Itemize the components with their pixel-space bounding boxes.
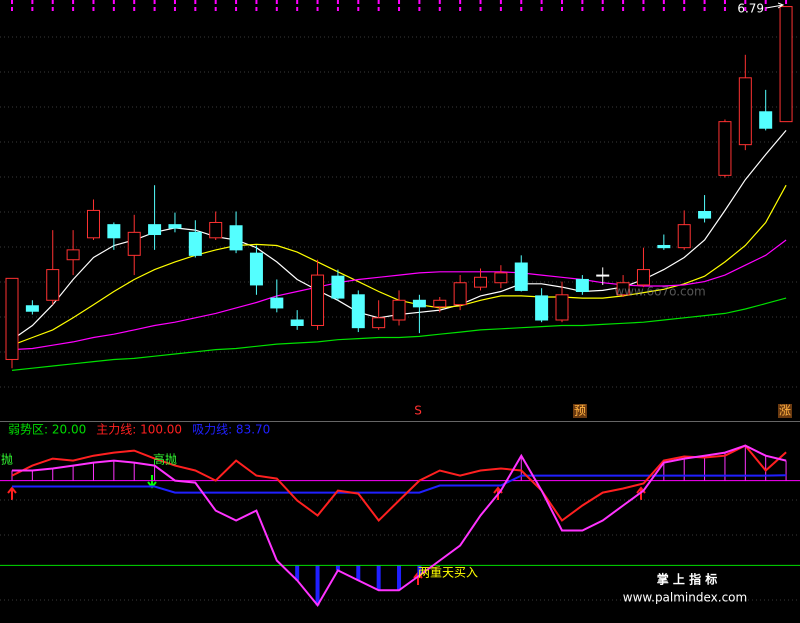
candle-body xyxy=(66,249,80,261)
buy-arrow xyxy=(7,486,17,500)
candle-body xyxy=(311,274,325,326)
annotation: 高抛 xyxy=(0,452,13,467)
candle-body xyxy=(453,282,467,306)
moving-average xyxy=(11,297,787,371)
candle-body xyxy=(718,121,732,176)
candle-body xyxy=(331,275,345,299)
max-price-label: 6.79 xyxy=(737,2,764,16)
signal-marker: 涨 xyxy=(779,403,791,418)
candle-body xyxy=(270,297,284,309)
candle-body xyxy=(596,274,610,277)
max-price-pointer xyxy=(765,2,785,9)
candle-body xyxy=(209,221,223,239)
candle-body xyxy=(759,111,773,129)
candle-body xyxy=(168,224,182,229)
candle-body xyxy=(677,224,691,249)
candle-body xyxy=(188,231,202,256)
watermark: 掌 上 指 标 xyxy=(657,572,718,587)
candle-body xyxy=(5,277,19,360)
annotation: 高抛 xyxy=(153,452,177,467)
candle-body xyxy=(616,282,630,296)
indicator-line xyxy=(12,474,787,494)
candle-body xyxy=(392,299,406,321)
watermark: www.6o7o.com xyxy=(614,285,705,299)
candle-body xyxy=(433,299,447,308)
candle-body xyxy=(127,231,141,256)
marker-box xyxy=(778,404,792,418)
candle-body xyxy=(494,272,508,284)
candle-body xyxy=(412,299,426,308)
candle-body xyxy=(474,276,488,288)
indicator-line xyxy=(12,444,787,608)
legend-entry: 主力线: 100.00 xyxy=(96,423,182,437)
candle-body xyxy=(107,224,121,239)
signal-marker: S xyxy=(414,404,422,418)
candle-body xyxy=(372,317,386,329)
legend-entry: 弱势区: 20.00 xyxy=(8,423,86,437)
candle-body xyxy=(555,294,569,321)
candle-body xyxy=(229,225,243,251)
candle-body xyxy=(514,262,528,291)
candle-body xyxy=(148,224,162,236)
candle-body xyxy=(25,305,39,312)
candle-body xyxy=(738,77,752,146)
watermark: www.palmindex.com xyxy=(623,591,747,605)
candle-body xyxy=(249,252,263,286)
candle-body xyxy=(535,295,549,321)
candle-body xyxy=(657,244,671,249)
candle-body xyxy=(698,211,712,219)
indicator-line xyxy=(11,444,787,523)
candle-body xyxy=(575,278,589,293)
candle-body xyxy=(351,294,365,329)
legend-entry: 吸力线: 83.70 xyxy=(192,423,270,437)
candle-body xyxy=(86,209,100,239)
signal-marker: 预 xyxy=(574,404,586,418)
candle-body xyxy=(46,269,60,301)
candle-body xyxy=(290,319,304,326)
moving-average xyxy=(11,239,787,351)
annotation: 两重天买入 xyxy=(418,566,478,580)
marker-box xyxy=(573,404,587,418)
candle-body xyxy=(779,6,793,123)
candle-body xyxy=(636,269,650,286)
